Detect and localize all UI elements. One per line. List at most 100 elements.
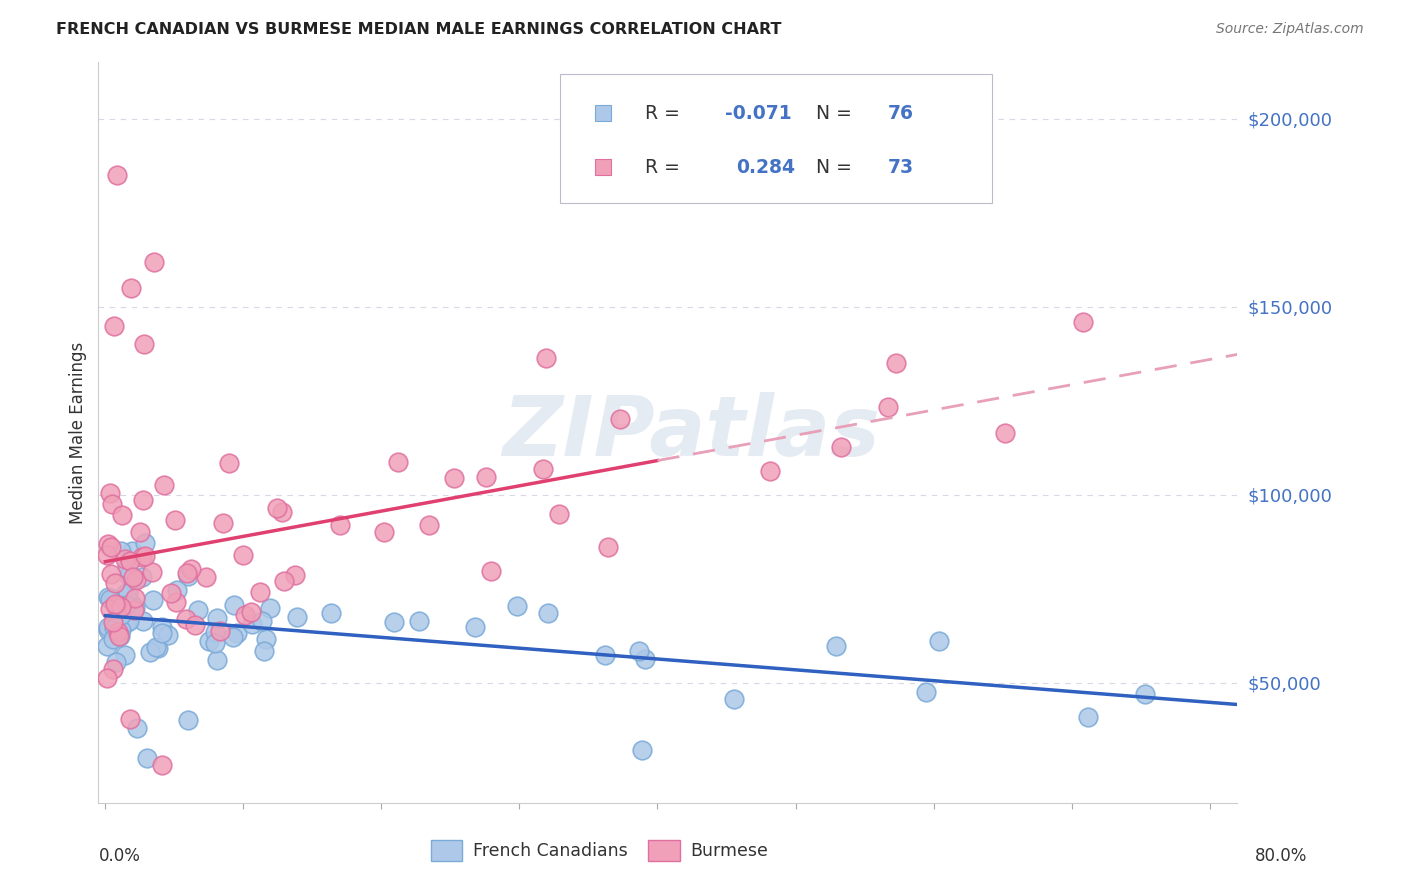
Point — [259, 601, 281, 615]
Text: Source: ZipAtlas.com: Source: ZipAtlas.com — [1216, 22, 1364, 37]
Point — [96, 548, 118, 562]
Point — [373, 525, 395, 540]
Point — [329, 517, 352, 532]
Point — [537, 606, 560, 620]
Point — [110, 544, 132, 558]
Point — [103, 592, 125, 607]
Point — [177, 713, 200, 727]
Point — [115, 615, 138, 629]
Point — [98, 486, 121, 500]
Point — [132, 614, 155, 628]
Point — [443, 471, 465, 485]
Point — [131, 570, 153, 584]
Point — [174, 612, 197, 626]
Point — [240, 617, 263, 632]
Point — [408, 614, 430, 628]
Point — [124, 591, 146, 605]
Point — [506, 599, 529, 614]
Point — [240, 606, 263, 620]
Point — [273, 574, 295, 589]
Point — [97, 624, 120, 638]
Text: -0.071: -0.071 — [725, 103, 792, 122]
Point — [117, 615, 139, 629]
Point — [105, 618, 128, 632]
Point — [110, 629, 132, 643]
FancyBboxPatch shape — [560, 73, 993, 203]
Point — [928, 634, 950, 648]
Point — [120, 712, 142, 726]
Point — [150, 620, 173, 634]
Point — [142, 593, 165, 607]
Point — [994, 426, 1017, 441]
Point — [128, 525, 150, 540]
Point — [98, 602, 121, 616]
Point — [118, 567, 141, 582]
Point — [915, 685, 938, 699]
Point — [145, 640, 167, 654]
Point — [1071, 315, 1094, 329]
Point — [166, 582, 188, 597]
Point — [609, 412, 631, 426]
Point — [418, 518, 440, 533]
Text: 0.284: 0.284 — [737, 158, 796, 177]
Point — [97, 590, 120, 604]
Point — [104, 576, 127, 591]
Point — [141, 565, 163, 579]
Point — [198, 633, 221, 648]
Point — [96, 640, 118, 654]
Point — [118, 569, 141, 583]
Text: N =: N = — [815, 103, 858, 122]
Point — [253, 643, 276, 657]
Point — [134, 549, 156, 563]
Point — [319, 606, 342, 620]
Point — [627, 644, 650, 658]
Point — [222, 630, 245, 644]
Point — [150, 625, 173, 640]
Point — [132, 337, 155, 351]
Point — [146, 640, 169, 655]
Point — [136, 750, 159, 764]
Point — [105, 656, 128, 670]
Point — [596, 540, 619, 554]
Point — [117, 586, 139, 600]
Point — [107, 599, 129, 613]
Point — [187, 603, 209, 617]
Point — [121, 574, 143, 588]
Point — [153, 478, 176, 492]
Point — [758, 464, 780, 478]
Point — [531, 461, 554, 475]
Text: R =: R = — [645, 103, 686, 122]
Text: 73: 73 — [887, 158, 914, 177]
Point — [121, 544, 143, 558]
Point — [115, 561, 138, 575]
Point — [232, 548, 254, 562]
Point — [96, 671, 118, 685]
Point — [207, 611, 229, 625]
Point — [104, 597, 127, 611]
Point — [115, 585, 138, 599]
Point — [382, 615, 405, 629]
Text: 76: 76 — [887, 103, 914, 122]
Point — [120, 596, 142, 610]
Text: ZIPatlas: ZIPatlas — [502, 392, 880, 473]
Legend: French Canadians, Burmese: French Canadians, Burmese — [425, 833, 775, 868]
Y-axis label: Median Male Earnings: Median Male Earnings — [69, 342, 87, 524]
Point — [110, 623, 132, 637]
Point — [177, 569, 200, 583]
Point — [114, 552, 136, 566]
Point — [723, 692, 745, 706]
Point — [100, 497, 122, 511]
Point — [285, 610, 308, 624]
Point — [98, 591, 121, 606]
Point — [110, 600, 132, 615]
Text: 0.0%: 0.0% — [98, 847, 141, 865]
Point — [124, 603, 146, 617]
Point — [176, 566, 198, 581]
Point — [631, 743, 654, 757]
Point — [97, 537, 120, 551]
Point — [534, 351, 557, 365]
Point — [150, 758, 173, 772]
Point — [157, 628, 180, 642]
Point — [209, 624, 232, 638]
Point — [105, 608, 128, 623]
